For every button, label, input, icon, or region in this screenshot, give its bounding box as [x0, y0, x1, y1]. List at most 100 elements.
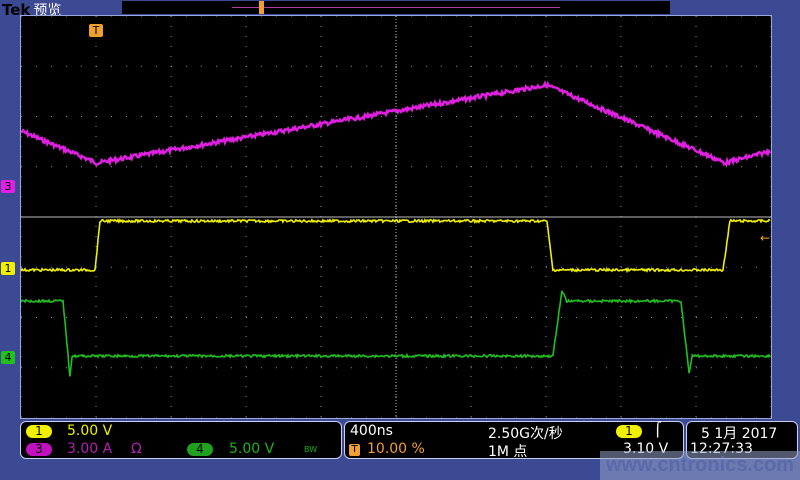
grid-dot: [695, 76, 697, 77]
grid-dot: [320, 366, 322, 367]
grid-dot: [351, 166, 352, 168]
grid-dot: [21, 166, 22, 168]
grid-dot: [170, 246, 172, 247]
ch4-badge[interactable]: 4: [187, 443, 213, 456]
grid-dot: [695, 196, 697, 197]
grid-dot: [381, 16, 382, 17]
grid-dot: [395, 416, 397, 417]
grid-dot: [291, 16, 292, 17]
grid-dot: [95, 146, 97, 147]
ch1-ground-marker[interactable]: 1: [1, 262, 15, 275]
grid-dot: [620, 286, 622, 287]
grid-dot: [381, 417, 382, 418]
grid-dot: [21, 306, 22, 307]
grid-dot: [516, 367, 517, 369]
grid-dot: [470, 296, 472, 297]
grid-dot: [21, 186, 22, 187]
ch3-ground-marker[interactable]: 3: [1, 180, 15, 193]
trigger-source-badge[interactable]: 1: [616, 425, 642, 438]
grid-dot: [681, 266, 682, 268]
grid-dot: [770, 136, 771, 137]
grid-dot: [770, 336, 771, 337]
grid-dot: [320, 376, 322, 377]
grid-dot: [320, 306, 322, 307]
grid-dot: [95, 316, 97, 317]
grid-dot: [470, 266, 472, 267]
grid-dot: [276, 367, 277, 369]
grid-dot: [591, 266, 592, 268]
grid-dot: [516, 317, 517, 318]
grid-dot: [471, 367, 472, 369]
grid-dot: [395, 26, 397, 27]
waveform-display[interactable]: [20, 15, 772, 419]
grid-dot: [261, 317, 262, 318]
grid-dot: [546, 166, 547, 168]
grid-dot: [591, 65, 592, 67]
grid-dot: [95, 96, 97, 97]
trigger-position-marker[interactable]: T: [89, 24, 103, 37]
date: 5 1月 2017: [701, 426, 778, 442]
grid-dot: [471, 116, 472, 117]
grid-dot: [770, 106, 771, 107]
grid-dot: [426, 317, 427, 318]
grid-dot: [486, 367, 487, 369]
grid-dot: [111, 116, 112, 117]
grid-dot: [516, 166, 517, 168]
grid-dot: [666, 367, 667, 369]
grid-dot: [395, 156, 397, 157]
grid-dot: [141, 317, 142, 318]
grid-dot: [320, 106, 322, 107]
grid-dot: [546, 417, 547, 418]
grid-dot: [95, 396, 97, 397]
grid-dot: [51, 166, 52, 168]
trigger-level-arrow-icon[interactable]: ←: [760, 231, 771, 245]
grid-dot: [395, 176, 397, 177]
grid-dot: [276, 417, 277, 418]
grid-dot: [336, 266, 337, 268]
grid-dot: [695, 396, 697, 397]
grid-dot: [245, 76, 247, 77]
record-length: 1M 点: [488, 444, 528, 460]
ch3-badge[interactable]: 3: [26, 443, 52, 456]
grid-dot: [320, 96, 322, 97]
grid-dot: [470, 176, 472, 177]
ch4-waveform: [21, 290, 771, 377]
grid-dot: [320, 276, 322, 277]
grid-dot: [395, 186, 397, 187]
grid-dot: [170, 56, 172, 57]
grid-dot: [576, 65, 577, 67]
grid-dot: [245, 176, 247, 177]
grid-dot: [620, 96, 622, 97]
grid-dot: [770, 246, 771, 247]
grid-dot: [695, 246, 697, 247]
grid-dot: [366, 65, 367, 67]
channel-panel[interactable]: 1 5.00 V 3 3.00 A Ω 4 5.00 V BW: [20, 421, 342, 459]
grid-dot: [51, 266, 52, 268]
grid-dot: [770, 226, 771, 227]
grid-dot: [456, 166, 457, 168]
grid-dot: [545, 136, 547, 137]
grid-dot: [395, 86, 397, 87]
grid-dot: [245, 106, 247, 107]
grid-dot: [546, 266, 547, 268]
ch1-badge[interactable]: 1: [26, 425, 52, 438]
grid-dot: [21, 116, 22, 117]
grid-dot: [620, 26, 622, 27]
grid-dot: [231, 417, 232, 418]
grid-dot: [21, 206, 22, 207]
grid-dot: [126, 16, 127, 17]
grid-dot: [245, 366, 247, 367]
grid-dot: [620, 306, 622, 307]
grid-dot: [561, 417, 562, 418]
grid-dot: [21, 146, 22, 147]
grid-dot: [470, 256, 472, 257]
grid-dot: [21, 96, 22, 97]
grid-dot: [695, 306, 697, 307]
record-view-bar[interactable]: [122, 1, 670, 14]
grid-dot: [306, 417, 307, 418]
grid-dot: [666, 266, 667, 268]
grid-dot: [545, 266, 547, 267]
grid-dot: [770, 346, 771, 347]
grid-dot: [741, 65, 742, 67]
ch4-ground-marker[interactable]: 4: [1, 351, 15, 364]
